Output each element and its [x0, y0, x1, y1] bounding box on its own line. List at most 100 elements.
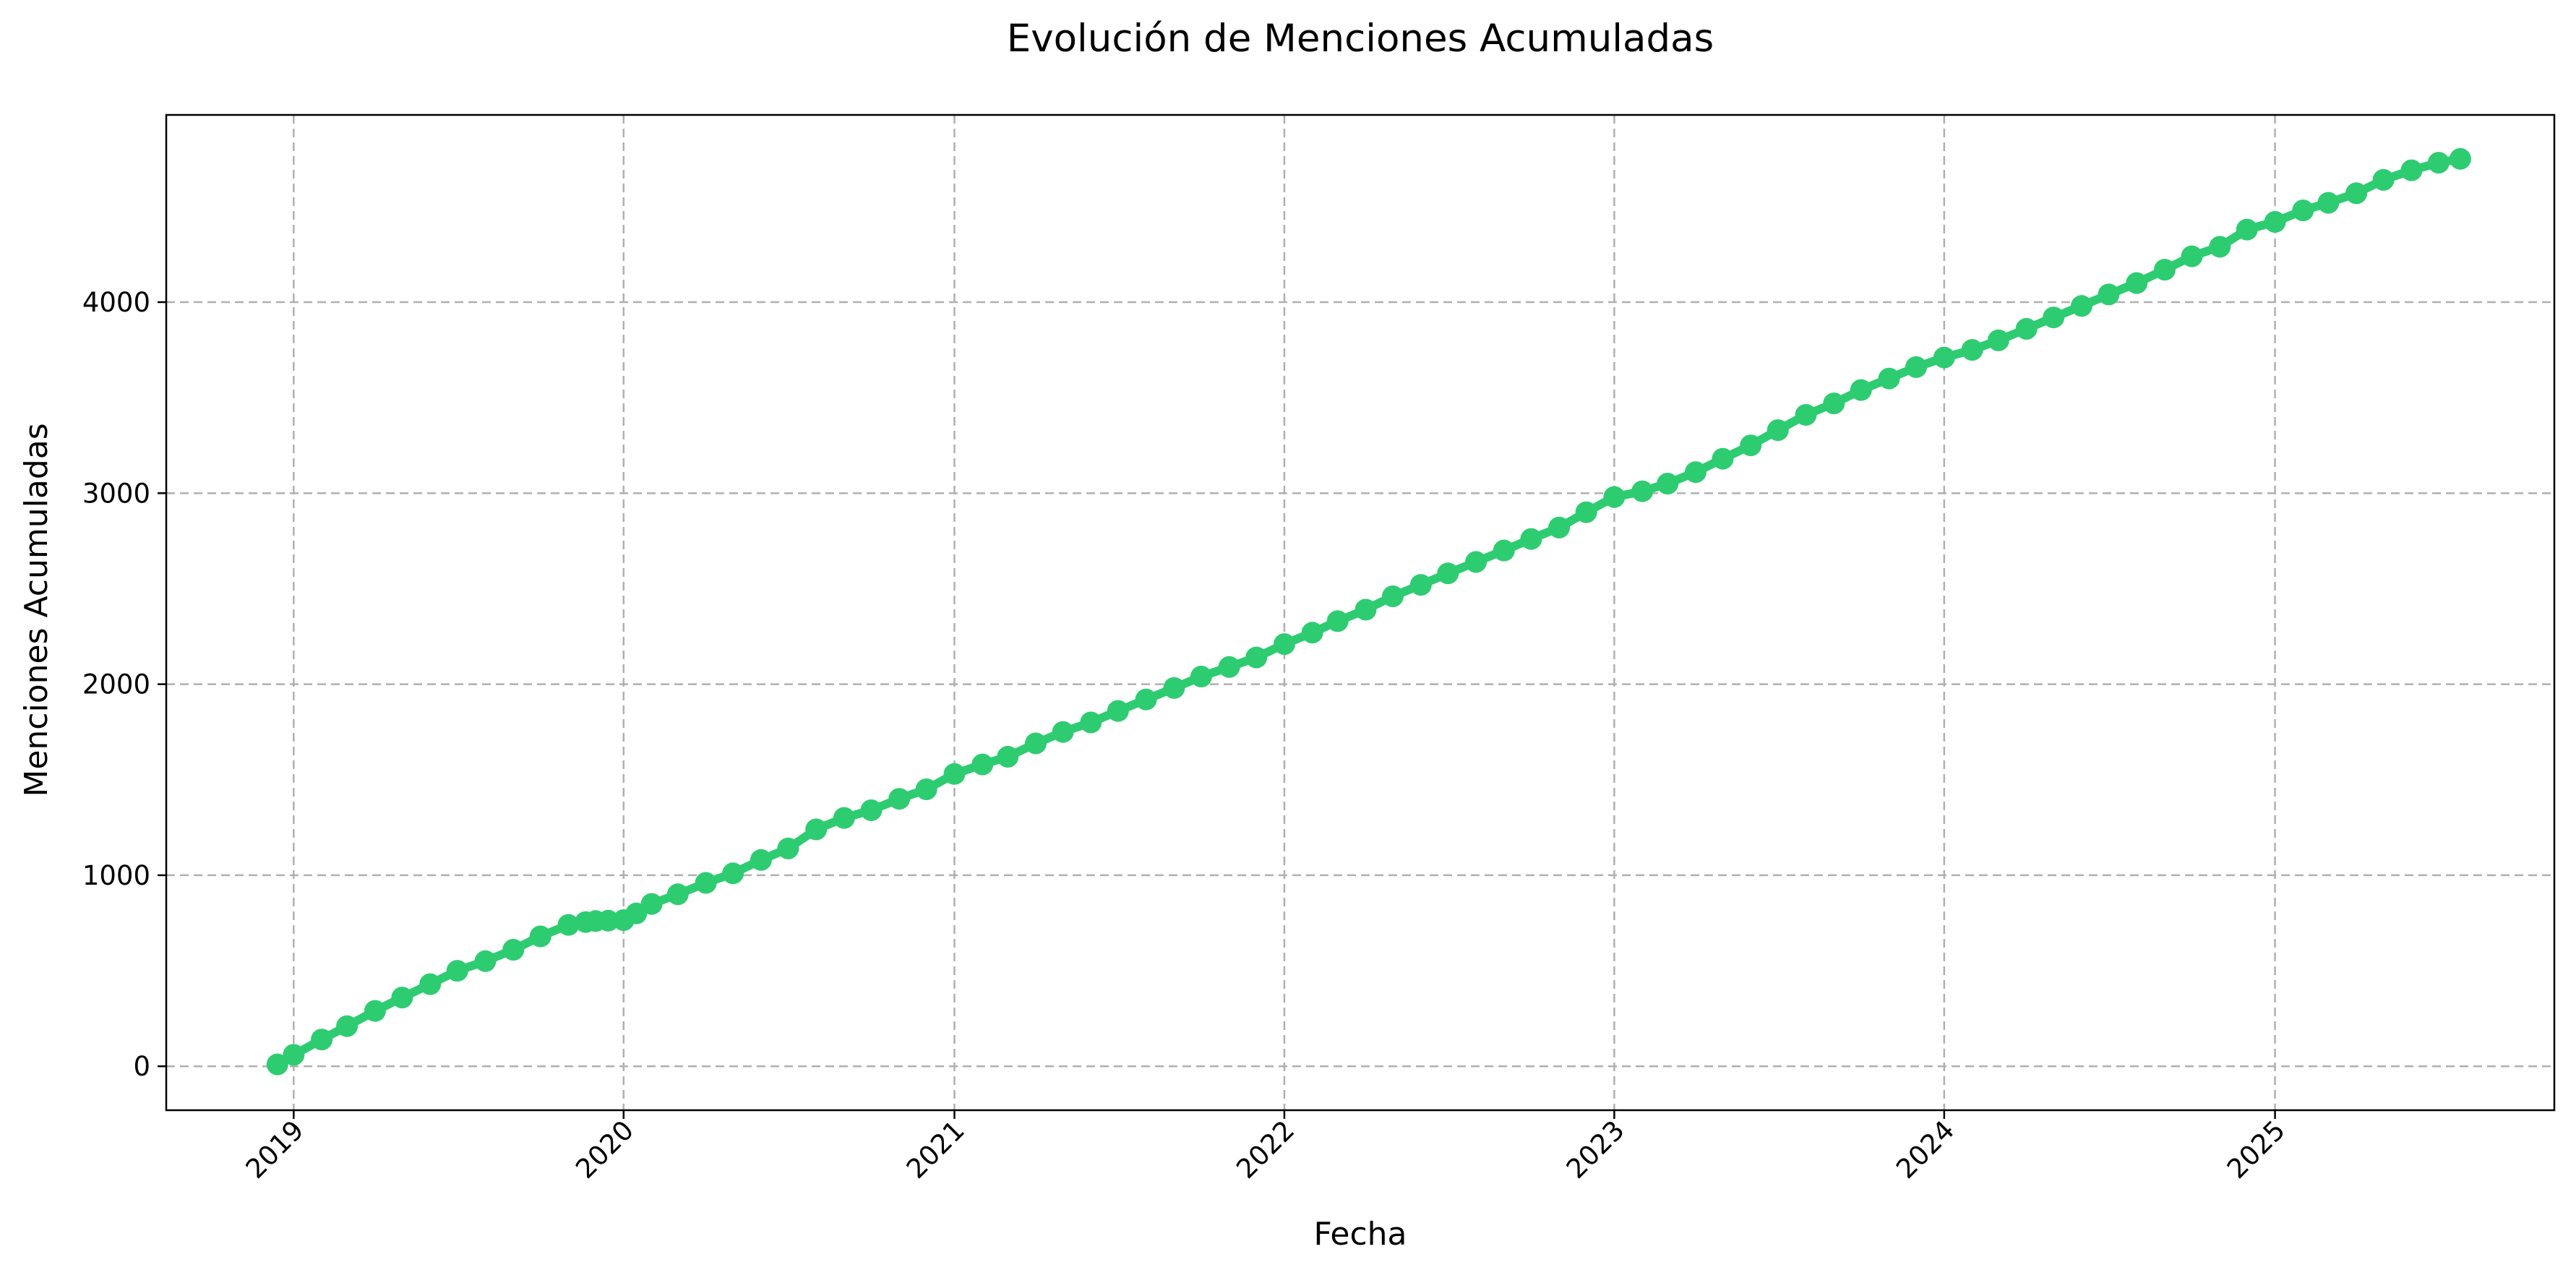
data-point — [2209, 236, 2231, 258]
y-tick-label: 2000 — [82, 669, 150, 700]
data-point — [666, 883, 689, 906]
data-point — [1548, 516, 1571, 538]
data-point — [1107, 700, 1129, 722]
chart-title: Evolución de Menciones Acumuladas — [1007, 17, 1714, 61]
data-point — [1301, 622, 1323, 644]
x-tick-label: 2022 — [1230, 1115, 1300, 1185]
data-point — [1712, 447, 1734, 470]
data-point — [1493, 539, 1515, 562]
x-tick-label: 2019 — [240, 1115, 310, 1185]
data-point — [695, 872, 717, 894]
data-point — [2015, 318, 2038, 340]
data-point — [1274, 633, 1295, 656]
data-point — [1878, 367, 1900, 390]
data-point — [364, 1000, 386, 1022]
data-point — [529, 925, 551, 948]
data-point — [502, 939, 525, 961]
data-point — [1685, 461, 1706, 484]
plot-frame — [165, 113, 2556, 1112]
data-point — [1437, 562, 1459, 585]
data-point — [2317, 192, 2340, 214]
data-point — [1382, 585, 1404, 607]
series-layer — [266, 147, 2471, 1076]
data-point — [1905, 356, 1928, 378]
data-point — [2071, 295, 2092, 317]
data-point — [805, 818, 828, 841]
data-point — [750, 849, 772, 871]
data-point — [1795, 404, 1817, 426]
data-point — [2427, 152, 2450, 174]
x-tick-label: 2024 — [1890, 1115, 1960, 1185]
data-point — [391, 987, 413, 1009]
data-point — [1025, 732, 1047, 755]
data-point — [1052, 721, 1074, 743]
data-point — [1933, 346, 1955, 369]
data-point — [311, 1029, 333, 1051]
data-point — [2449, 147, 2471, 170]
data-point — [1326, 610, 1349, 632]
data-point — [2098, 283, 2120, 306]
data-point — [419, 973, 442, 995]
y-tick-label: 3000 — [82, 478, 150, 509]
data-point — [1575, 501, 1597, 523]
y-axis-label: Menciones Acumuladas — [18, 423, 55, 797]
tick-layer: 2019 2020 2021 2022 2023 2024 2025 0 1000 2000 300… — [82, 287, 2291, 1185]
grid-layer — [166, 115, 2554, 1110]
data-point — [777, 837, 799, 859]
data-point — [2181, 245, 2203, 267]
x-tick-label: 2020 — [570, 1115, 640, 1185]
x-axis-label: Fecha — [1313, 1216, 1407, 1253]
data-point — [1465, 551, 1487, 573]
data-point — [1766, 419, 1789, 442]
data-point — [1163, 677, 1185, 699]
data-point — [557, 914, 580, 936]
data-point — [597, 909, 619, 932]
data-point — [1631, 480, 1654, 502]
data-point — [943, 763, 966, 785]
data-point — [860, 799, 883, 821]
data-point — [1823, 392, 1845, 415]
y-tick-label: 1000 — [82, 860, 150, 891]
data-point — [1657, 473, 1679, 495]
data-point — [722, 862, 744, 885]
data-point — [915, 778, 937, 800]
data-point — [888, 788, 911, 810]
y-tick-label: 4000 — [82, 287, 150, 318]
data-point — [1850, 379, 1872, 401]
x-tick-label: 2023 — [1560, 1115, 1631, 1185]
y-tick-label: 0 — [133, 1051, 150, 1082]
data-point — [2236, 218, 2258, 241]
data-point — [640, 893, 663, 915]
data-point — [971, 753, 994, 776]
data-point — [997, 746, 1019, 768]
data-point — [1245, 646, 1268, 669]
data-point — [2154, 259, 2176, 281]
data-point — [1603, 486, 1626, 508]
x-tick-label: 2025 — [2221, 1115, 2291, 1185]
data-point — [1740, 434, 1762, 457]
data-point — [833, 807, 855, 829]
data-point — [1080, 711, 1102, 734]
data-point — [1354, 598, 1377, 621]
data-point — [1520, 528, 1542, 550]
data-point — [446, 960, 468, 982]
data-point — [1987, 329, 2009, 351]
data-point — [2292, 199, 2314, 222]
x-tick-label: 2021 — [901, 1115, 971, 1185]
data-point — [283, 1044, 305, 1066]
data-point — [1190, 666, 1212, 687]
data-point — [266, 1053, 288, 1076]
data-point — [1961, 339, 1983, 361]
data-point — [1218, 656, 1240, 678]
data-point — [474, 950, 497, 972]
data-point — [2264, 211, 2286, 233]
data-point — [2372, 168, 2395, 191]
data-point — [1409, 574, 1432, 596]
data-point — [2043, 306, 2065, 329]
data-point — [2400, 159, 2423, 181]
data-point — [2126, 272, 2148, 294]
data-point — [2345, 182, 2368, 205]
data-point — [336, 1015, 359, 1037]
data-point — [1135, 688, 1157, 711]
